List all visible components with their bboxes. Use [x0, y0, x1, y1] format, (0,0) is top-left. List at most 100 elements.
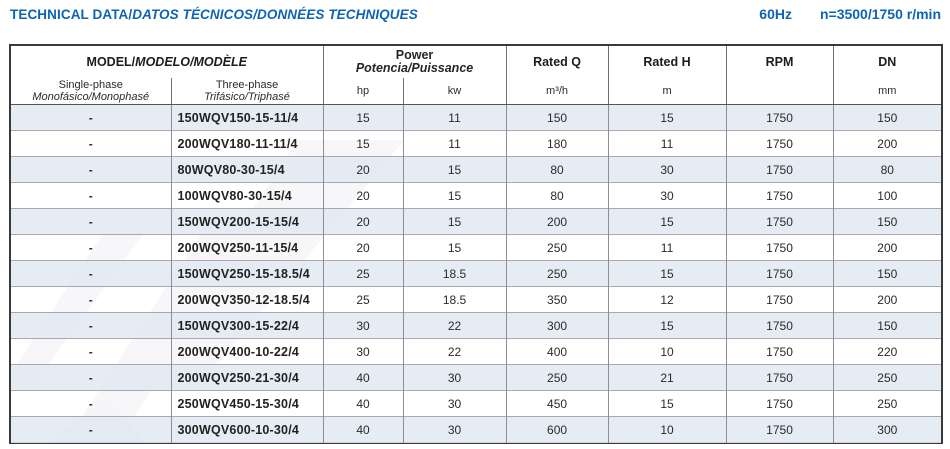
cell-rated-q: 600 — [505, 416, 609, 443]
cell-rpm: 1750 — [725, 416, 834, 443]
cell-model-code: 200WQV350-12-18.5/4 — [170, 286, 324, 313]
cell-rpm: 1750 — [725, 234, 834, 261]
cell-rpm: 1750 — [725, 130, 834, 157]
cell-hp: 25 — [322, 286, 404, 313]
cell-single-phase: - — [11, 208, 171, 235]
cell-single-phase: - — [11, 104, 171, 131]
cell-kw: 15 — [402, 182, 507, 209]
cell-single-phase: - — [11, 286, 171, 313]
cell-rated-h: 11 — [607, 130, 727, 157]
page-title: TECHNICAL DATA/DATOS TÉCNICOS/DONNÉES TE… — [10, 7, 418, 22]
table-row: - 100WQV80-30-15/4 20 15 80 30 1750 100 — [11, 182, 942, 209]
cell-model-code: 150WQV250-15-18.5/4 — [170, 260, 324, 287]
cell-kw: 30 — [402, 416, 507, 443]
cell-rpm: 1750 — [725, 182, 834, 209]
header-rpm: RPM — [725, 46, 834, 105]
cell-single-phase: - — [11, 130, 171, 157]
cell-kw: 11 — [402, 104, 507, 131]
cell-rated-q: 250 — [505, 234, 609, 261]
cell-rated-q: 200 — [505, 208, 609, 235]
table-row: - 250WQV450-15-30/4 40 30 450 15 1750 25… — [11, 390, 942, 417]
cell-single-phase: - — [11, 364, 171, 391]
cell-model-code: 200WQV180-11-11/4 — [170, 130, 324, 157]
table-row: - 200WQV250-11-15/4 20 15 250 11 1750 20… — [11, 234, 942, 261]
header-single-phase: Single-phase Monofásico/Monophasé — [11, 78, 171, 106]
cell-rated-q: 80 — [505, 156, 609, 183]
cell-rated-h: 10 — [607, 416, 727, 443]
cell-model-code: 150WQV200-15-15/4 — [170, 208, 324, 235]
cell-rated-h: 30 — [607, 156, 727, 183]
header-kw: kw — [402, 78, 507, 106]
cell-model-code: 200WQV250-21-30/4 — [170, 364, 324, 391]
header-dn: DN mm — [832, 46, 942, 105]
page-header: TECHNICAL DATA/DATOS TÉCNICOS/DONNÉES TE… — [10, 6, 941, 22]
header-three-phase: Three-phase Trifásico/Triphasé — [170, 78, 324, 106]
cell-rpm: 1750 — [725, 338, 834, 365]
cell-rated-h: 21 — [607, 364, 727, 391]
cell-kw: 30 — [402, 364, 507, 391]
cell-kw: 18.5 — [402, 260, 507, 287]
title-italic: DATOS TÉCNICOS/DONNÉES TECHNIQUES — [132, 7, 418, 22]
speed-label: n=3500/1750 r/min — [819, 6, 941, 22]
cell-dn: 150 — [832, 260, 942, 287]
cell-hp: 30 — [322, 338, 404, 365]
cell-rated-h: 10 — [607, 338, 727, 365]
table-row: - 150WQV250-15-18.5/4 25 18.5 250 15 175… — [11, 260, 942, 287]
cell-model-code: 300WQV600-10-30/4 — [170, 416, 324, 443]
cell-rpm: 1750 — [725, 286, 834, 313]
cell-dn: 100 — [832, 182, 942, 209]
cell-model-code: 250WQV450-15-30/4 — [170, 390, 324, 417]
cell-hp: 40 — [322, 416, 404, 443]
cell-hp: 20 — [322, 156, 404, 183]
cell-single-phase: - — [11, 390, 171, 417]
cell-rated-h: 15 — [607, 104, 727, 131]
cell-kw: 18.5 — [402, 286, 507, 313]
cell-rated-q: 80 — [505, 182, 609, 209]
cell-rated-q: 300 — [505, 312, 609, 339]
cell-rated-h: 15 — [607, 312, 727, 339]
cell-dn: 80 — [832, 156, 942, 183]
cell-hp: 15 — [322, 104, 404, 131]
technical-data-table-container: MODEL/MODELO/MODÈLE Power Potencia/Puissa… — [9, 44, 943, 444]
cell-dn: 200 — [832, 130, 942, 157]
cell-rpm: 1750 — [725, 364, 834, 391]
cell-kw: 30 — [402, 390, 507, 417]
cell-single-phase: - — [11, 312, 171, 339]
table-row: - 200WQV180-11-11/4 15 11 180 11 1750 20… — [11, 130, 942, 157]
cell-kw: 11 — [402, 130, 507, 157]
cell-rated-h: 15 — [607, 390, 727, 417]
cell-hp: 20 — [322, 208, 404, 235]
cell-dn: 200 — [832, 286, 942, 313]
cell-model-code: 150WQV150-15-11/4 — [170, 104, 324, 131]
cell-single-phase: - — [11, 182, 171, 209]
cell-rated-q: 150 — [505, 104, 609, 131]
cell-kw: 22 — [402, 312, 507, 339]
cell-hp: 40 — [322, 390, 404, 417]
cell-dn: 150 — [832, 208, 942, 235]
cell-hp: 40 — [322, 364, 404, 391]
cell-rated-h: 15 — [607, 260, 727, 287]
cell-hp: 20 — [322, 234, 404, 261]
cell-single-phase: - — [11, 416, 171, 443]
technical-data-table: MODEL/MODELO/MODÈLE Power Potencia/Puissa… — [11, 46, 942, 443]
cell-model-code: 200WQV250-11-15/4 — [170, 234, 324, 261]
cell-dn: 150 — [832, 312, 942, 339]
cell-model-code: 80WQV80-30-15/4 — [170, 156, 324, 183]
cell-single-phase: - — [11, 338, 171, 365]
header-power: Power Potencia/Puissance — [322, 46, 507, 79]
cell-rated-h: 30 — [607, 182, 727, 209]
cell-dn: 150 — [832, 104, 942, 131]
table-row: - 200WQV400-10-22/4 30 22 400 10 1750 22… — [11, 338, 942, 365]
cell-kw: 15 — [402, 208, 507, 235]
cell-rated-q: 350 — [505, 286, 609, 313]
cell-model-code: 150WQV300-15-22/4 — [170, 312, 324, 339]
frequency-label: 60Hz — [759, 6, 792, 22]
table-row: - 300WQV600-10-30/4 40 30 600 10 1750 30… — [11, 416, 942, 443]
table-row: - 80WQV80-30-15/4 20 15 80 30 1750 80 — [11, 156, 942, 183]
cell-rpm: 1750 — [725, 156, 834, 183]
cell-kw: 15 — [402, 234, 507, 261]
table-row: - 200WQV250-21-30/4 40 30 250 21 1750 25… — [11, 364, 942, 391]
title-main: TECHNICAL DATA/ — [10, 7, 133, 22]
